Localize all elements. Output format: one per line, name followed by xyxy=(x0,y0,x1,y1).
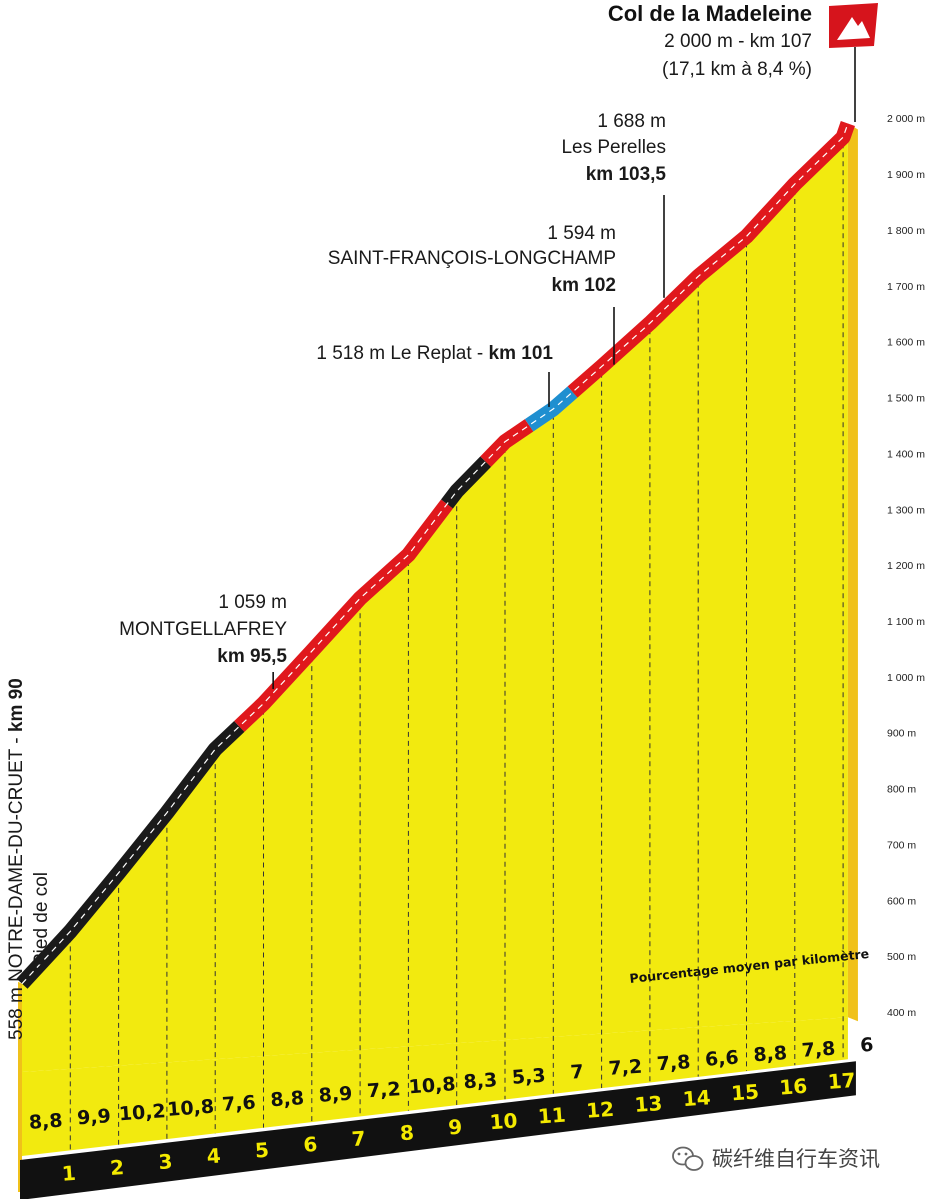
svg-text:558 m NOTRE-DAME-DU-CRUET - km: 558 m NOTRE-DAME-DU-CRUET - km 90 xyxy=(6,678,27,1040)
road-centerline xyxy=(21,123,849,985)
annotation-text: km 102 xyxy=(552,275,616,296)
km-label: 4 xyxy=(206,1143,222,1168)
y-tick-label: 1 500 m xyxy=(887,393,925,405)
grade-label: 7,8 xyxy=(801,1038,836,1062)
km-label: 9 xyxy=(447,1115,463,1140)
km-label: 10 xyxy=(489,1108,518,1134)
km-label: 8 xyxy=(399,1120,415,1145)
watermark-text: 碳纤维自行车资讯 xyxy=(712,1147,880,1171)
y-tick-label: 600 m xyxy=(887,895,916,907)
y-tick-label: 400 m xyxy=(887,1007,916,1019)
grade-label: 7,8 xyxy=(656,1051,691,1075)
km-label: 13 xyxy=(634,1091,663,1117)
summit-name: Col de la Madeleine xyxy=(608,1,812,26)
grade-label: 8,8 xyxy=(753,1042,788,1066)
km-label: 15 xyxy=(730,1079,759,1105)
annotation-text: 1 688 m xyxy=(597,111,666,132)
km-label: 6 xyxy=(303,1132,319,1157)
summit-length-grade: (17,1 km à 8,4 %) xyxy=(662,59,812,80)
grade-label: 7,6 xyxy=(221,1092,256,1116)
y-tick-label: 500 m xyxy=(887,951,916,963)
y-tick-label: 1 100 m xyxy=(887,616,925,628)
km-label: 12 xyxy=(585,1097,614,1123)
annotation-text: MONTGELLAFREY xyxy=(119,619,287,640)
grade-label: 10,8 xyxy=(166,1096,214,1121)
grade-label: 8,8 xyxy=(270,1087,305,1111)
km-label: 2 xyxy=(109,1155,125,1180)
grade-strip xyxy=(22,1017,848,1156)
grade-label: 6,6 xyxy=(704,1047,739,1071)
profile-start-face xyxy=(18,981,22,1192)
grade-label: 7,2 xyxy=(366,1078,401,1102)
grade-label: 8,3 xyxy=(463,1069,498,1093)
profile-area xyxy=(18,123,858,1192)
summit-label: Col de la Madeleine 2 000 m - km 107 (17… xyxy=(608,1,812,80)
y-tick-label: 1 200 m xyxy=(887,560,925,572)
y-tick-label: 1 000 m xyxy=(887,672,925,684)
km-band: 1 2 3 4 5 6 7 8 9 10 11 12 13 14 15 16 17 xyxy=(20,1061,856,1199)
annotation-text: km 103,5 xyxy=(586,164,667,185)
wechat-logo-icon xyxy=(672,1146,704,1171)
grade-labels: 8,8 9,9 10,2 10,8 7,6 8,8 8,9 7,2 10,8 8,3 5,3 7 7,2… xyxy=(28,1034,874,1134)
profile-end-face xyxy=(847,123,858,1022)
km-label: 3 xyxy=(158,1149,174,1174)
y-tick-label: 1 400 m xyxy=(887,448,925,460)
mountain-summit-icon xyxy=(829,3,878,122)
km-label: 11 xyxy=(537,1103,566,1129)
annotation-text: km 95,5 xyxy=(217,646,287,667)
grade-label: 10,2 xyxy=(118,1100,166,1125)
grade-label: 7 xyxy=(570,1061,585,1084)
altitude-axis: 400 m 500 m 600 m 700 m 800 m 900 m 1 000 m 1 1… xyxy=(887,113,925,1019)
annotation-text: SAINT-FRANÇOIS-LONGCHAMP xyxy=(328,248,616,269)
y-tick-label: 1 300 m xyxy=(887,504,925,516)
y-tick-label: 1 800 m xyxy=(887,225,925,237)
annotation-text: 1 594 m xyxy=(547,223,616,244)
grade-label: 6 xyxy=(859,1034,874,1057)
km-band-bar xyxy=(20,1061,856,1199)
km-label: 5 xyxy=(254,1138,270,1163)
y-tick-label: 2 000 m xyxy=(887,113,925,125)
km-label: 7 xyxy=(351,1126,367,1151)
y-tick-label: 700 m xyxy=(887,839,916,851)
grade-label: 8,9 xyxy=(318,1083,353,1107)
y-tick-label: 1 700 m xyxy=(887,281,925,293)
grade-label: 8,8 xyxy=(28,1110,63,1134)
y-tick-label: 900 m xyxy=(887,728,916,740)
profile-line xyxy=(16,121,855,989)
annotation-text: 1 059 m xyxy=(218,592,287,613)
annotations: 1 059 m MONTGELLAFREY km 95,5 1 518 m Le Re… xyxy=(119,111,667,690)
km-label: 1 xyxy=(61,1161,77,1186)
start-location: 558 m NOTRE-DAME-DU-CRUET - xyxy=(6,732,27,1040)
profile-fill xyxy=(22,123,848,1072)
km-label: 17 xyxy=(827,1068,856,1094)
summit-altitude: 2 000 m - km 107 xyxy=(664,31,812,52)
km-label: 14 xyxy=(682,1085,711,1111)
grade-label: 5,3 xyxy=(511,1065,546,1089)
grade-label: 9,9 xyxy=(76,1105,111,1129)
y-tick-label: 800 m xyxy=(887,784,916,796)
start-label: 558 m NOTRE-DAME-DU-CRUET - km 90 Pied d… xyxy=(6,678,52,1040)
annotation-text: 1 518 m Le Replat - km 101 xyxy=(316,343,553,364)
start-sub: Pied de col xyxy=(31,872,52,966)
grade-label: 10,8 xyxy=(408,1073,456,1098)
y-tick-label: 1 900 m xyxy=(887,169,925,181)
km-label: 16 xyxy=(779,1074,808,1100)
y-tick-label: 1 600 m xyxy=(887,337,925,349)
annotation-text: Les Perelles xyxy=(561,137,666,158)
grade-label: 7,2 xyxy=(608,1056,643,1080)
km-gridlines xyxy=(69,143,844,1151)
start-km: km 90 xyxy=(6,678,27,732)
